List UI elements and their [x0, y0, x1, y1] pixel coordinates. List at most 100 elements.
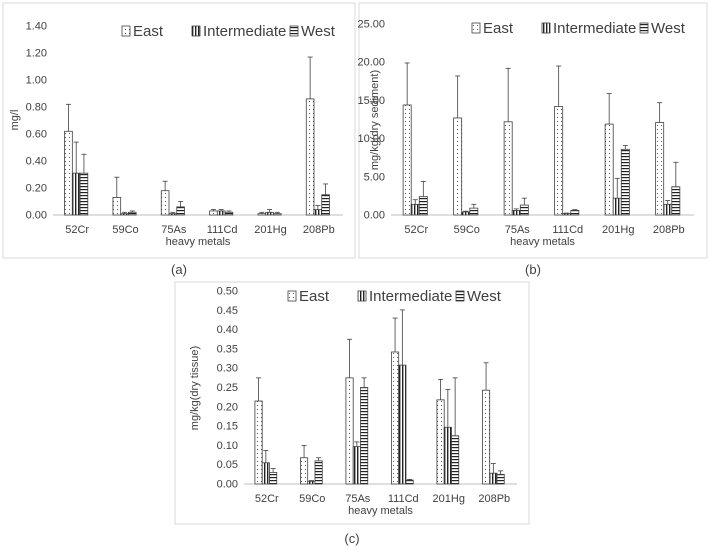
y-axis-title: mg/l: [9, 110, 21, 131]
y-tick-label: 25.00: [357, 19, 385, 31]
x-tick-label: 52Cr: [65, 224, 89, 236]
bar-east: [112, 197, 122, 216]
y-tick-label: 0.20: [26, 183, 47, 195]
y-tick-label: 0.15: [217, 421, 238, 433]
bar-west: [269, 472, 278, 485]
x-tick-label: 201Hg: [602, 224, 634, 236]
legend: East Intermediate West: [121, 23, 336, 40]
bar-west: [418, 196, 428, 216]
legend-swatch-intermediate: [357, 290, 367, 302]
bar-east: [391, 351, 400, 485]
y-tick-label: 0.00: [217, 479, 238, 491]
bar-west: [671, 186, 681, 216]
bar-intermediate: [511, 210, 521, 216]
panel-frame: [174, 281, 530, 525]
x-axis-title: heavy metals: [166, 236, 231, 248]
bar-west: [127, 211, 137, 216]
bar-east: [64, 130, 73, 216]
x-tick-label: 111Cd: [388, 493, 419, 505]
bar-east: [160, 190, 170, 216]
y-tick-label: 0.00: [364, 210, 385, 222]
legend-swatch-west: [289, 25, 299, 37]
chart-panel-3: 0.00 0.05 0.10 0.15 0.20 0.25 0.30 0.35 0.40 0.45…: [174, 281, 530, 546]
y-tick-label: 0.45: [217, 305, 238, 317]
legend-swatch-east: [121, 25, 131, 37]
y-tick-label: 1.40: [26, 21, 47, 33]
x-tick-label: 201Hg: [433, 493, 465, 505]
panel-label: (b): [525, 262, 541, 277]
legend: East Intermediate West: [287, 288, 502, 305]
x-tick-label: 75As: [345, 493, 371, 505]
bar-intermediate: [261, 462, 270, 485]
x-tick-label: 111Cd: [207, 224, 238, 236]
bar-east: [482, 389, 491, 485]
bar-east: [300, 457, 309, 485]
x-tick-label: 59Co: [454, 224, 480, 236]
bar-west: [405, 479, 414, 485]
bar-west: [519, 204, 529, 216]
x-axis-title: heavy metals: [510, 236, 575, 248]
x-tick-label: 52Cr: [255, 493, 279, 505]
legend-swatch-intermediate: [541, 22, 551, 34]
legend-label-west: West: [301, 23, 336, 40]
y-tick-label: 0.10: [217, 440, 238, 452]
y-tick-label: 0.35: [217, 343, 238, 355]
bar-intermediate: [216, 210, 226, 216]
y-tick-label: 0.50: [217, 286, 238, 298]
legend: East Intermediate West: [471, 20, 686, 37]
x-tick-label: 75As: [505, 224, 531, 236]
bar-intermediate: [307, 480, 316, 485]
bar-east: [257, 213, 267, 216]
bar-intermediate: [562, 213, 572, 216]
chart-panel-1: 0.00 0.20 0.40 0.60 0.80 1.00 1.20 1.40 mg/l 52Cr…: [2, 2, 356, 277]
bar-west: [360, 387, 369, 485]
panel-frame: [2, 2, 356, 259]
y-tick-label: 0.00: [26, 210, 47, 222]
bar-east: [554, 106, 564, 216]
legend-swatch-east: [287, 290, 297, 302]
bar-east: [305, 98, 315, 216]
bar-west: [224, 211, 234, 216]
panel-label: (c): [344, 531, 359, 546]
x-tick-label: 201Hg: [254, 224, 286, 236]
x-tick-label: 208Pb: [478, 493, 510, 505]
bar-intermediate: [461, 211, 471, 216]
chart-panel-2: 0.00 5.00 10.00 15.00 20.00 25.00 mg/kg(dry se…: [357, 2, 708, 277]
legend-label-east: East: [483, 20, 514, 37]
bar-east: [345, 377, 354, 485]
y-tick-label: 0.80: [26, 102, 47, 114]
bar-east: [604, 123, 614, 216]
bar-intermediate: [410, 203, 420, 216]
bar-intermediate: [120, 213, 129, 216]
x-tick-label: 208Pb: [303, 224, 335, 236]
bar-east: [209, 210, 218, 216]
bar-west: [314, 460, 323, 485]
bar-east: [254, 400, 263, 485]
y-tick-label: 20.00: [357, 57, 385, 69]
bar-intermediate: [168, 213, 178, 216]
y-tick-label: 0.25: [217, 382, 238, 394]
bar-west: [570, 210, 580, 216]
x-tick-label: 111Cd: [552, 224, 583, 236]
y-tick-label: 5.00: [364, 171, 385, 183]
bar-intermediate: [313, 209, 323, 216]
y-tick-label: 0.60: [26, 129, 47, 141]
x-tick-label: 208Pb: [653, 224, 685, 236]
bar-intermediate: [265, 211, 274, 216]
x-tick-label: 59Co: [112, 224, 138, 236]
bar-west: [496, 473, 505, 485]
bar-west: [469, 207, 479, 216]
panel-frame: [358, 2, 708, 259]
bar-east: [655, 122, 665, 216]
bar-west: [176, 206, 185, 216]
y-tick-label: 10.00: [357, 133, 385, 145]
legend-label-intermediate: Intermediate: [369, 288, 452, 305]
y-tick-label: 0.30: [217, 363, 238, 375]
bar-west: [272, 213, 282, 216]
bar-intermediate: [663, 203, 673, 216]
bar-west: [451, 435, 460, 485]
x-tick-label: 75As: [161, 224, 187, 236]
legend-label-west: West: [467, 288, 502, 305]
y-tick-label: 0.40: [26, 156, 47, 168]
y-axis-title: mg/kg(dry tissue): [189, 346, 201, 430]
